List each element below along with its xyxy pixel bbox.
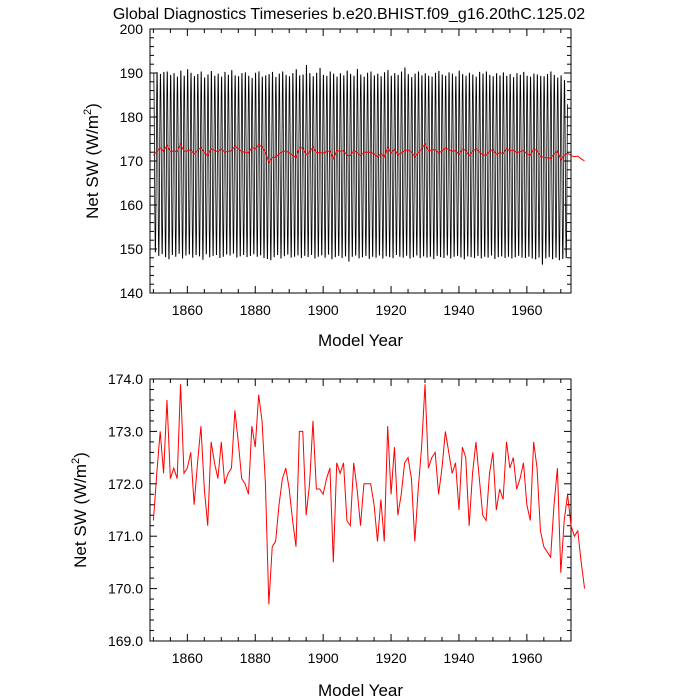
x-tick-label: 1940: [443, 650, 474, 666]
x-tick-label: 1860: [172, 302, 203, 318]
y-axis-label-main: Net SW (W/m: [83, 115, 102, 219]
y-axis-label-tail: ): [83, 103, 102, 109]
y-axis-label-tail: ): [71, 452, 90, 458]
x-tick-label: 1940: [443, 302, 474, 318]
x-tick-label: 1880: [240, 650, 271, 666]
y-tick-label: 170.0: [108, 581, 143, 597]
x-tick-label: 1880: [240, 302, 271, 318]
x-tick-label: 1860: [172, 650, 203, 666]
y-axis-label: Net SW (W/m2): [82, 103, 102, 219]
y-tick-label: 173.0: [108, 423, 143, 439]
x-tick-label: 1920: [375, 650, 406, 666]
y-tick-label: 169.0: [108, 633, 143, 649]
x-axis-label: Model Year: [318, 681, 403, 700]
x-tick-label: 1900: [308, 302, 339, 318]
y-axis-label-superscript: 2: [82, 109, 94, 115]
y-tick-label: 140: [120, 285, 144, 301]
y-tick-label: 150: [120, 241, 144, 257]
y-tick-label: 170: [120, 153, 144, 169]
annual-mean-series-line: [153, 142, 585, 164]
y-tick-label: 190: [120, 65, 144, 81]
y-axis-label-main: Net SW (W/m: [71, 464, 90, 568]
plot-frame: [149, 378, 572, 642]
y-axis-label: Net SW (W/m2): [70, 452, 90, 568]
x-tick-label: 1920: [375, 302, 406, 318]
chart-title: Global Diagnostics Timeseries b.e20.BHIS…: [113, 6, 585, 23]
x-tick-label: 1960: [511, 650, 542, 666]
x-tick-label: 1960: [511, 302, 542, 318]
x-tick-label: 1900: [308, 650, 339, 666]
top-panel: 1860 1880 1900 1920 1940 1960 140 150 160 170 180 1…: [82, 21, 585, 350]
bottom-panel: 1860 1880 1900 1920 1940 1960 169.0 170.0 171.0 1…: [70, 371, 586, 700]
annual-mean-series-line: [152, 384, 586, 605]
y-axis-label-superscript: 2: [70, 458, 82, 464]
y-tick-label: 174.0: [108, 371, 143, 387]
y-tick-label: 180: [120, 109, 144, 125]
y-tick-label: 172.0: [108, 476, 143, 492]
y-tick-label: 160: [120, 197, 144, 213]
y-tick-label: 200: [120, 21, 144, 37]
monthly-series-line: [153, 64, 568, 265]
y-tick-label: 171.0: [108, 528, 143, 544]
x-axis-label: Model Year: [318, 331, 403, 350]
